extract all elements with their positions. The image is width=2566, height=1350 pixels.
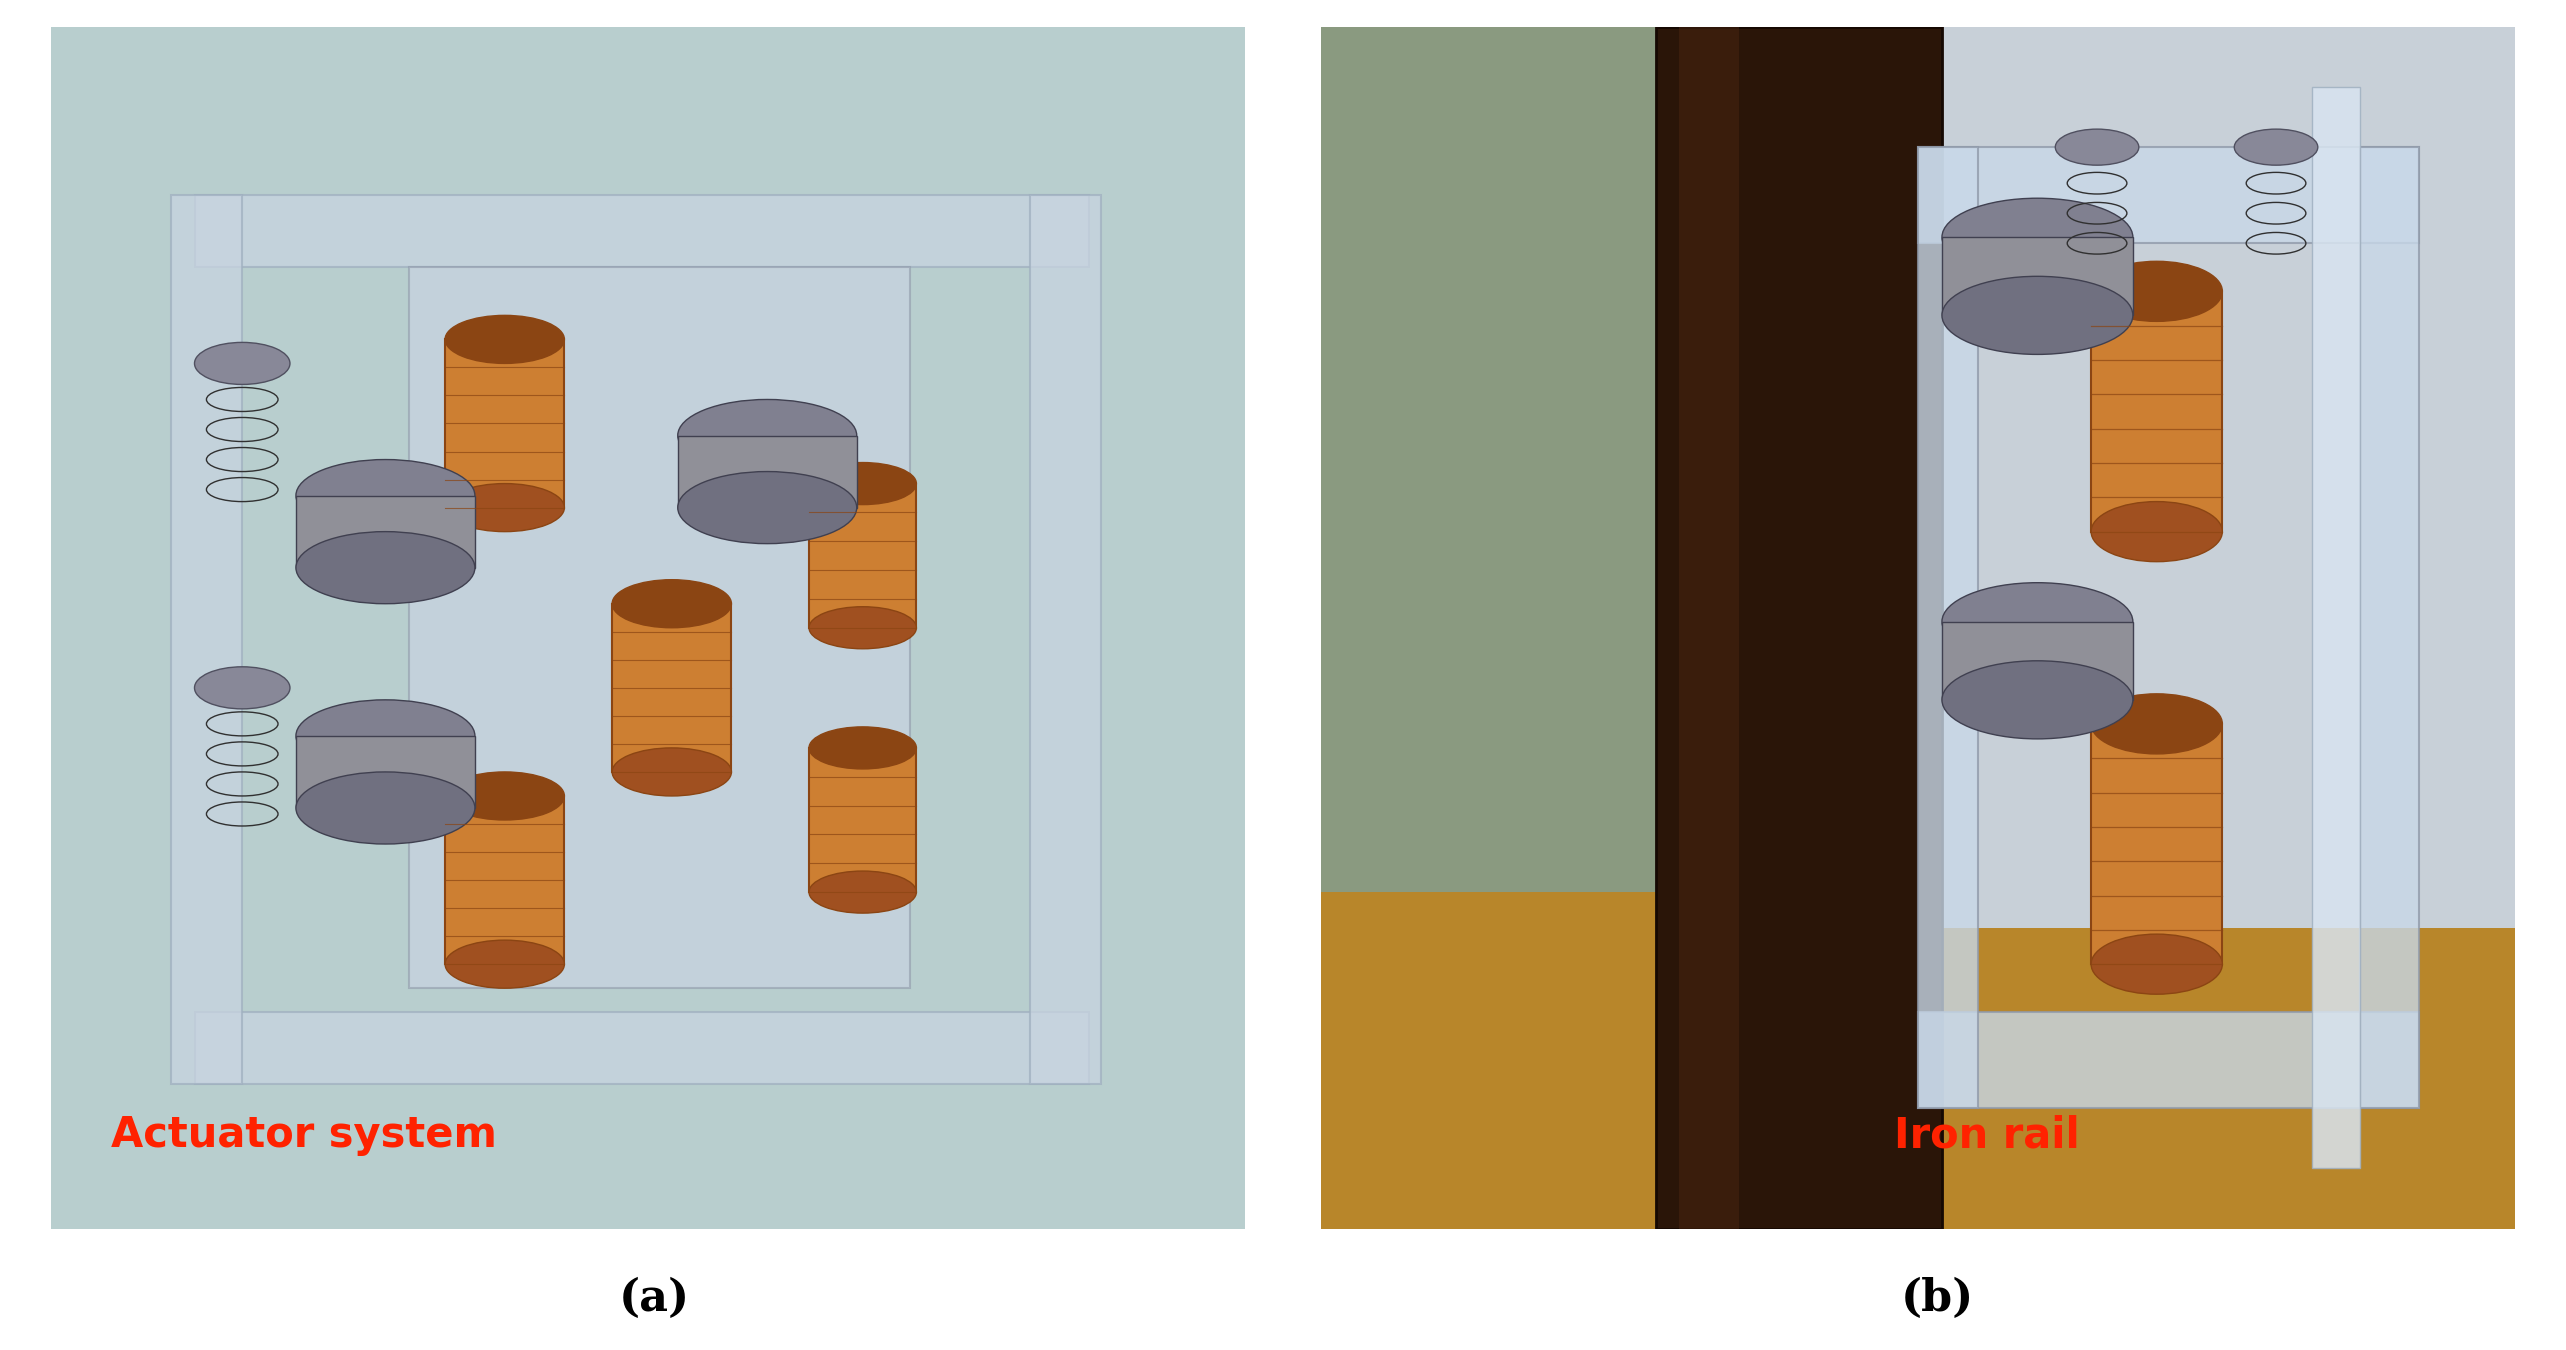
Ellipse shape [295,532,475,603]
Bar [1029,196,1101,1084]
Ellipse shape [2235,130,2317,165]
Bar [1321,892,2515,1228]
Ellipse shape [613,579,731,628]
Bar [677,436,857,508]
Ellipse shape [2091,262,2222,321]
Bar [2091,724,2222,964]
Bar [1919,147,2420,243]
Ellipse shape [444,316,565,363]
Ellipse shape [1942,198,2132,277]
Ellipse shape [444,483,565,532]
Bar [411,267,911,988]
Ellipse shape [808,871,916,913]
Bar [808,748,916,892]
Bar [613,603,731,772]
Ellipse shape [1942,583,2132,660]
Ellipse shape [613,748,731,796]
Bar [1919,147,1978,1108]
Ellipse shape [2091,934,2222,994]
Bar [808,483,916,628]
Ellipse shape [195,343,290,385]
Bar [2091,292,2222,532]
Ellipse shape [808,606,916,649]
Bar [195,1012,1091,1084]
Bar [295,736,475,807]
Bar [1942,622,2132,699]
Bar [1655,27,1942,1228]
Bar [1919,1012,2420,1108]
Bar [1678,27,1740,1228]
Ellipse shape [295,772,475,844]
Ellipse shape [195,667,290,709]
Ellipse shape [2091,502,2222,562]
Bar [444,796,565,964]
Ellipse shape [295,459,475,532]
Ellipse shape [808,463,916,505]
Ellipse shape [677,471,857,544]
Bar [1919,27,2515,929]
Ellipse shape [444,772,565,819]
Ellipse shape [295,699,475,772]
Ellipse shape [677,400,857,471]
Bar [1942,238,2132,316]
Text: Actuator system: Actuator system [110,1114,498,1157]
Ellipse shape [1942,660,2132,738]
Text: (b): (b) [1901,1277,1973,1320]
Ellipse shape [2055,130,2140,165]
Bar [195,196,1091,267]
Bar [2361,147,2420,1108]
Ellipse shape [444,940,565,988]
Bar [444,339,565,508]
Bar [2312,86,2361,1169]
Text: (a): (a) [618,1277,690,1320]
Ellipse shape [808,726,916,770]
Bar [295,495,475,567]
Bar [172,196,241,1084]
Text: Iron rail: Iron rail [1894,1114,2081,1157]
Ellipse shape [1942,277,2132,355]
Ellipse shape [2091,694,2222,753]
